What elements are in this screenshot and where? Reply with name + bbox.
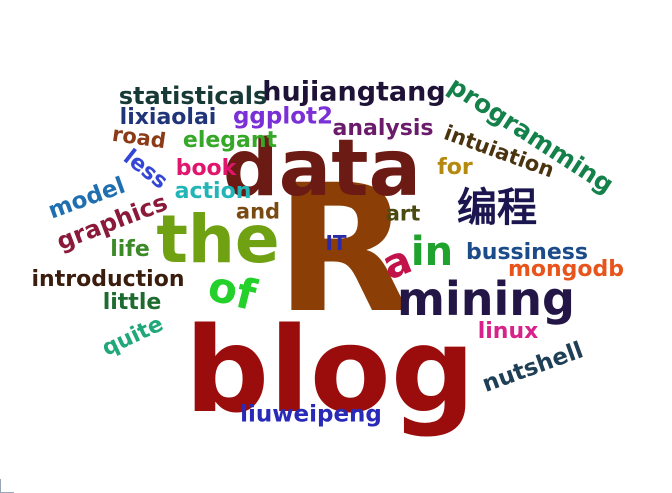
word-art: art [385, 201, 421, 226]
word-bussiness: bussiness [466, 240, 588, 265]
word-liuweipeng: liuweipeng [240, 401, 382, 428]
word-data: data [222, 124, 422, 214]
word-blog: blog [184, 301, 476, 439]
word-nutshell: nutshell [478, 337, 587, 398]
word-for: for [437, 155, 473, 180]
word-elegant: elegant [182, 128, 278, 153]
word-book: book [175, 156, 237, 181]
word-of: of [203, 261, 261, 320]
word-it: IT [325, 231, 347, 255]
word-mining: mining [397, 272, 575, 326]
word-quite: quite [98, 311, 168, 362]
word-lixiaolai: lixiaolai [119, 105, 217, 130]
word-life: life [110, 237, 150, 262]
word-ggplot2: ggplot2 [232, 103, 334, 130]
word-introduction: introduction [31, 267, 185, 292]
word-statisticals: statisticals [118, 82, 268, 110]
word-mongodb: mongodb [507, 257, 625, 282]
word-analysis: analysis [332, 116, 434, 141]
word-the: the [156, 201, 280, 278]
word-linux: linux [477, 319, 539, 344]
word-little: little [102, 290, 162, 315]
resize-corner-icon [0, 479, 14, 493]
word-biancheng: 编程 [457, 185, 537, 231]
word-hujiangtang: hujiangtang [262, 76, 446, 108]
word-action: action [174, 179, 252, 204]
word-less: less [118, 144, 173, 195]
word-r: R [275, 147, 411, 352]
word-and: and [235, 199, 281, 224]
word-in: in [410, 229, 454, 275]
